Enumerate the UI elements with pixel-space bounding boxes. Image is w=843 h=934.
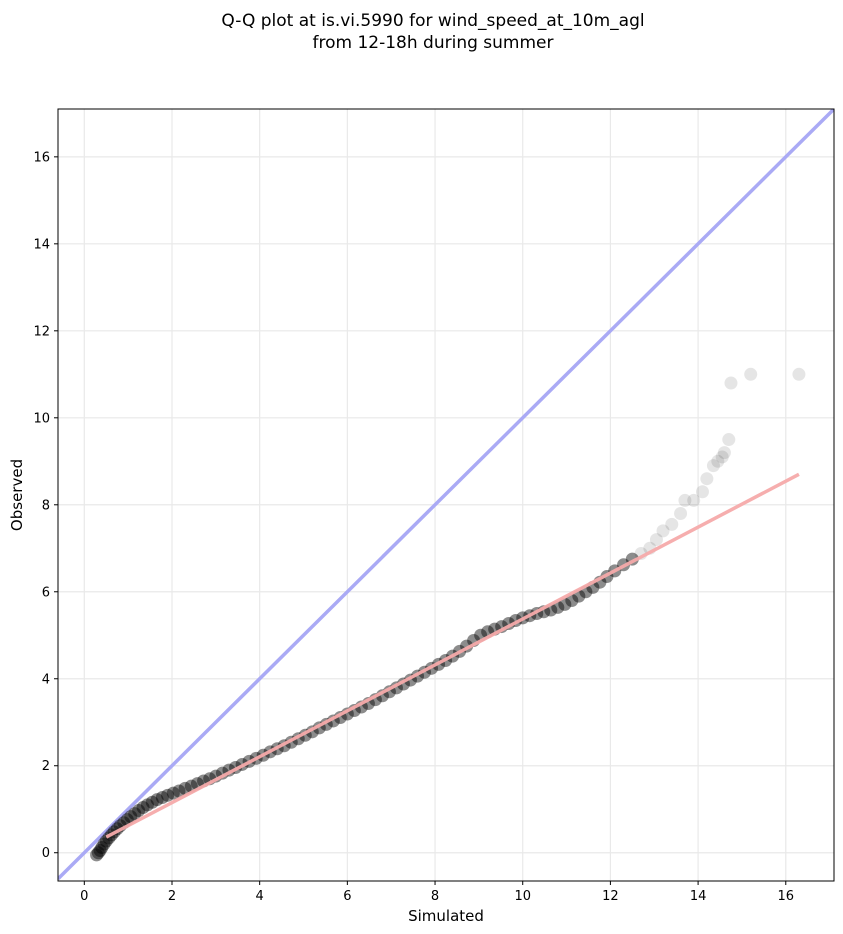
data-point	[700, 472, 714, 486]
plot-frame	[57, 108, 835, 882]
reference-line	[58, 109, 834, 881]
data-point	[792, 367, 806, 381]
chart-title-line-2: from 12-18h during summer	[313, 33, 554, 53]
data-point	[565, 593, 579, 607]
data-point	[172, 784, 186, 798]
y-tick-label: 10	[33, 411, 50, 426]
y-tick-label: 6	[42, 585, 50, 600]
y-tick-label: 12	[33, 324, 50, 339]
data-point	[674, 506, 688, 520]
fit-line	[105, 472, 800, 839]
data-point	[715, 450, 729, 464]
data-point	[145, 795, 159, 809]
data-point	[136, 800, 150, 814]
data-point	[722, 433, 736, 447]
data-point	[166, 786, 180, 800]
x-tick-label: 14	[690, 889, 707, 904]
data-point	[150, 793, 164, 807]
data-point	[706, 459, 720, 473]
chart-title-line-1: Q-Q plot at is.vi.5990 for wind_speed_at…	[221, 11, 644, 31]
data-point	[128, 807, 142, 821]
x-tick-label: 6	[343, 889, 351, 904]
data-point	[93, 844, 107, 858]
grid	[58, 109, 834, 881]
x-tick-label: 12	[602, 889, 619, 904]
data-point	[656, 524, 670, 538]
data-point	[687, 493, 701, 507]
data-point	[99, 834, 113, 848]
data-point	[665, 517, 679, 531]
data-point	[140, 798, 154, 812]
data-point	[178, 781, 192, 795]
data-point	[132, 804, 146, 818]
y-tick-label: 0	[42, 846, 50, 861]
y-tick-label: 4	[42, 672, 50, 687]
data-point	[695, 485, 709, 499]
data-point	[124, 810, 138, 824]
x-axis-label: Simulated	[408, 907, 484, 925]
x-tick-label: 2	[168, 889, 176, 904]
x-tick-label: 4	[256, 889, 264, 904]
data-point	[161, 788, 175, 802]
x-tick-label: 8	[431, 889, 439, 904]
y-axis-label: Observed	[8, 459, 26, 531]
y-tick-label: 14	[33, 237, 50, 252]
data-point	[155, 790, 169, 804]
data-point	[744, 367, 758, 381]
data-point	[97, 837, 111, 851]
data-point	[711, 454, 725, 468]
x-tick-label: 0	[80, 889, 88, 904]
data-point	[558, 597, 572, 611]
data-point	[649, 533, 663, 547]
x-tick-label: 10	[514, 889, 531, 904]
x-tick-label: 16	[778, 889, 795, 904]
data-point	[717, 446, 731, 460]
data-point	[678, 493, 692, 507]
y-tick-label: 16	[33, 150, 50, 165]
data-point	[90, 848, 104, 862]
data-point	[91, 846, 105, 860]
y-tick-label: 8	[42, 498, 50, 513]
data-point	[724, 376, 738, 390]
y-tick-label: 2	[42, 759, 50, 774]
data-point	[95, 841, 109, 855]
